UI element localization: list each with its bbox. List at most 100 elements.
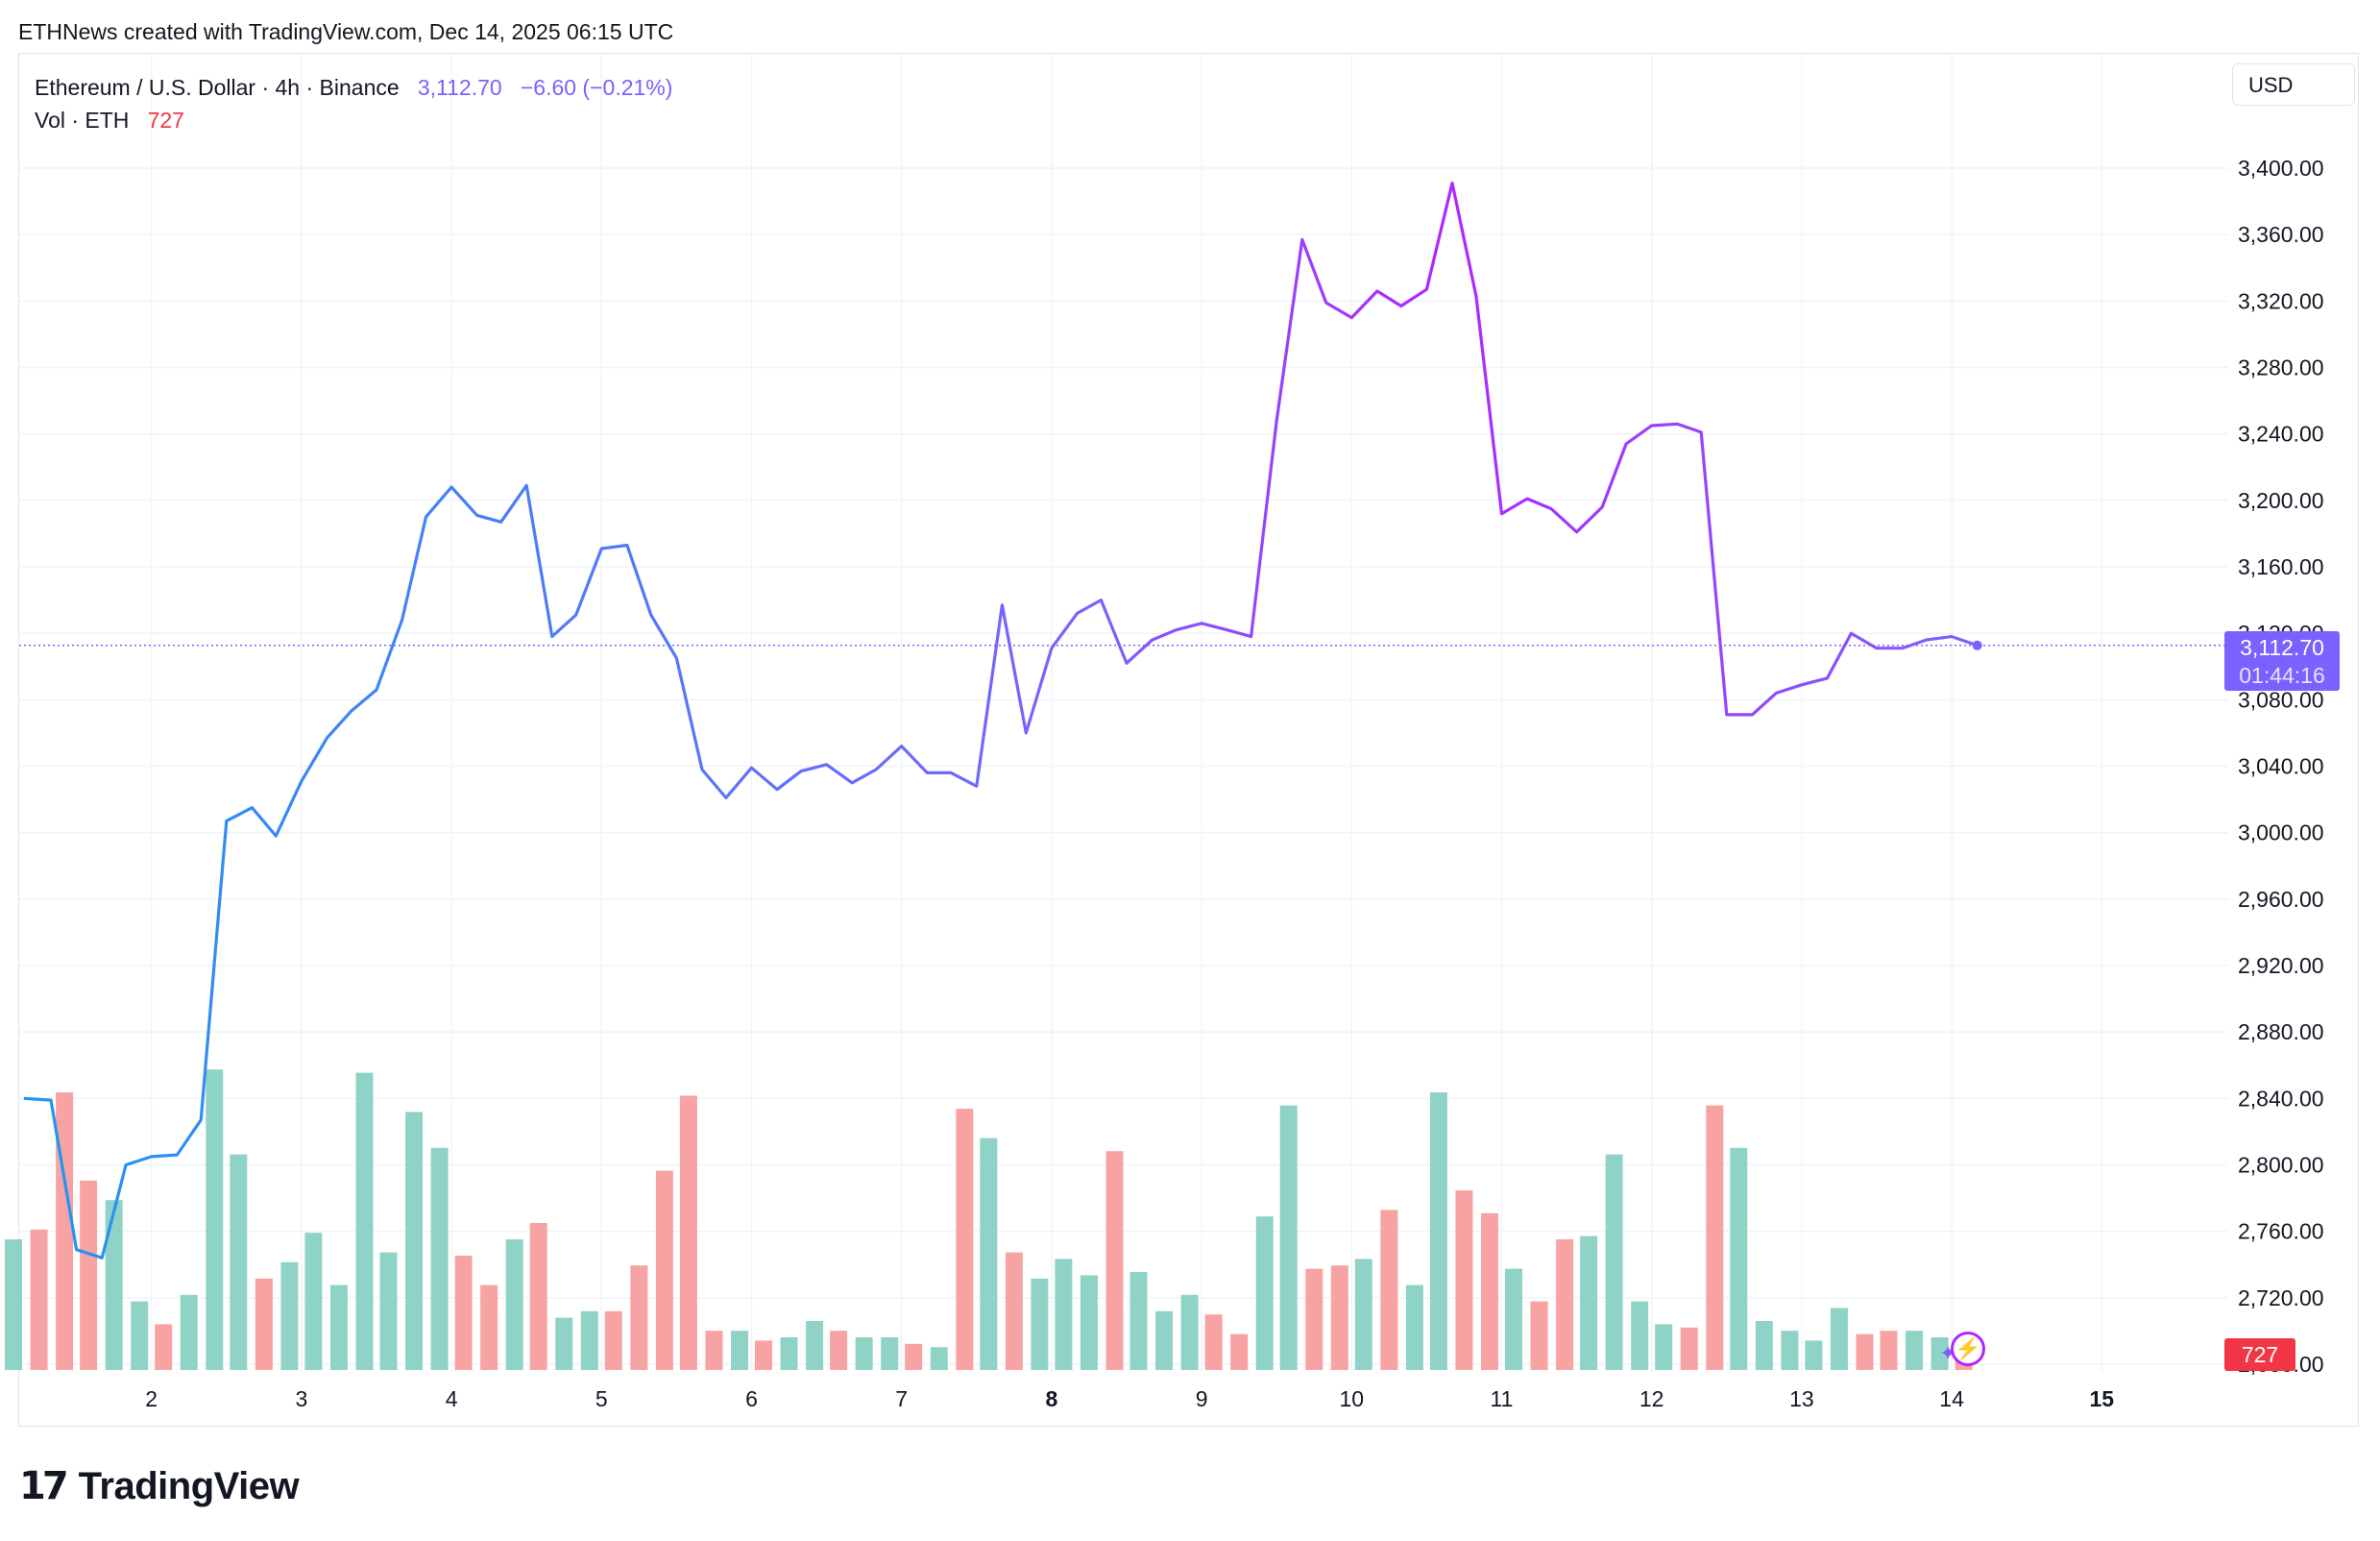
volume-bar bbox=[1631, 1301, 1649, 1370]
bar-countdown-text: 01:44:16 bbox=[2239, 663, 2325, 688]
volume-bar bbox=[379, 1252, 398, 1370]
volume-bar bbox=[505, 1239, 523, 1370]
volume-bar bbox=[1556, 1239, 1574, 1370]
x-tick-label: 10 bbox=[1340, 1386, 1365, 1411]
volume-bar bbox=[255, 1278, 273, 1370]
volume-bar bbox=[655, 1170, 673, 1370]
volume-bar bbox=[1180, 1294, 1199, 1370]
y-tick-label: 2,920.00 bbox=[2238, 953, 2324, 978]
tradingview-logo-mark: 17 bbox=[19, 1464, 69, 1508]
volume-title: Vol · ETH bbox=[35, 108, 130, 133]
legend-row-volume: Vol · ETH 727 bbox=[35, 104, 672, 136]
y-tick-label: 3,200.00 bbox=[2238, 488, 2324, 513]
volume-bar bbox=[1305, 1268, 1324, 1370]
volume-bar bbox=[1781, 1331, 1799, 1370]
current-volume-label: 727 bbox=[2224, 1338, 2295, 1371]
volume-bar bbox=[1730, 1147, 1748, 1370]
current-price-text: 3,112.70 bbox=[2240, 635, 2324, 660]
last-price-dot bbox=[1972, 640, 1982, 650]
volume-bar bbox=[1105, 1151, 1124, 1370]
volume-bar bbox=[1455, 1190, 1473, 1370]
x-tick-label: 7 bbox=[895, 1386, 908, 1411]
y-tick-label: 2,760.00 bbox=[2238, 1219, 2324, 1244]
volume-bar bbox=[1055, 1259, 1073, 1370]
volume-bar bbox=[1755, 1321, 1773, 1370]
volume-bar bbox=[1080, 1275, 1098, 1370]
y-tick-label: 2,840.00 bbox=[2238, 1086, 2324, 1111]
volume-bar bbox=[1605, 1154, 1623, 1370]
volume-bar bbox=[679, 1095, 697, 1370]
volume-bar bbox=[1830, 1308, 1848, 1370]
y-tick-label: 3,000.00 bbox=[2238, 820, 2324, 845]
currency-button[interactable]: USD bbox=[2232, 63, 2355, 106]
volume-bar bbox=[980, 1137, 998, 1370]
volume-bar bbox=[1429, 1092, 1447, 1370]
volume-bar bbox=[855, 1337, 873, 1370]
volume-bar bbox=[1155, 1310, 1174, 1370]
tradingview-logo[interactable]: 17 TradingView bbox=[19, 1464, 300, 1508]
chart-frame bbox=[18, 53, 2359, 1427]
volume-bar bbox=[604, 1310, 622, 1370]
volume-bar bbox=[1405, 1284, 1423, 1370]
volume-bar bbox=[1354, 1259, 1372, 1370]
y-tick-label: 3,320.00 bbox=[2238, 288, 2324, 313]
x-axis: 2 3 4 5 6 7 8 9 10 11 12 13 14 15 bbox=[145, 1386, 2114, 1411]
volume-bar bbox=[1330, 1265, 1348, 1370]
y-tick-label: 3,240.00 bbox=[2238, 422, 2324, 447]
volume-bar bbox=[1906, 1331, 1924, 1370]
volume-bar bbox=[1580, 1235, 1598, 1370]
x-tick-label: 5 bbox=[595, 1386, 608, 1411]
x-tick-label: 15 bbox=[2090, 1386, 2115, 1411]
volume-bar bbox=[206, 1069, 224, 1370]
volume-bar bbox=[180, 1294, 198, 1370]
x-tick-label: 13 bbox=[1789, 1386, 1814, 1411]
volume-bar bbox=[430, 1147, 449, 1370]
volume-bar bbox=[555, 1317, 573, 1370]
x-tick-label: 11 bbox=[1491, 1386, 1514, 1411]
volume-bar bbox=[1856, 1333, 1874, 1370]
volume-bar bbox=[1129, 1272, 1148, 1370]
y-tick-label: 2,800.00 bbox=[2238, 1153, 2324, 1178]
volume-bar bbox=[105, 1200, 123, 1370]
y-tick-label: 3,160.00 bbox=[2238, 554, 2324, 579]
volume-bar bbox=[1031, 1278, 1049, 1370]
y-tick-label: 2,960.00 bbox=[2238, 887, 2324, 912]
current-price-label: 3,112.70 01:44:16 bbox=[2224, 631, 2340, 691]
volume-value: 727 bbox=[147, 108, 184, 133]
volume-bar bbox=[1530, 1301, 1548, 1370]
volume-bar bbox=[731, 1331, 749, 1370]
x-tick-label: 2 bbox=[145, 1386, 158, 1411]
volume-bar bbox=[56, 1092, 74, 1370]
volume-bars bbox=[4, 1069, 1973, 1370]
volume-bar bbox=[1279, 1105, 1298, 1370]
volume-bar bbox=[131, 1301, 149, 1370]
x-tick-label: 4 bbox=[446, 1386, 458, 1411]
volume-bar bbox=[304, 1233, 323, 1370]
volume-bar bbox=[454, 1256, 473, 1370]
volume-bar bbox=[280, 1261, 299, 1370]
volume-bar bbox=[1655, 1324, 1673, 1370]
legend-row-price: Ethereum / U.S. Dollar · 4h · Binance 3,… bbox=[35, 71, 672, 104]
x-tick-label: 6 bbox=[745, 1386, 758, 1411]
y-axis: 3,400.00 3,360.00 3,320.00 3,280.00 3,240.00… bbox=[2238, 156, 2324, 1377]
volume-bar bbox=[355, 1072, 374, 1370]
tradingview-logo-text: TradingView bbox=[78, 1464, 300, 1507]
volume-bar bbox=[1805, 1340, 1823, 1370]
volume-bar bbox=[329, 1284, 348, 1370]
price-change-value: −6.60 (−0.21%) bbox=[520, 75, 673, 100]
x-tick-label: 9 bbox=[1196, 1386, 1208, 1411]
y-tick-label: 2,720.00 bbox=[2238, 1285, 2324, 1310]
y-tick-label: 2,880.00 bbox=[2238, 1019, 2324, 1044]
volume-bar bbox=[4, 1239, 22, 1370]
price-line-series bbox=[23, 182, 1979, 1260]
volume-bar bbox=[1481, 1212, 1499, 1370]
volume-bar bbox=[1680, 1327, 1698, 1370]
volume-bar bbox=[1204, 1314, 1223, 1370]
volume-bar bbox=[830, 1331, 848, 1370]
x-tick-label: 14 bbox=[1939, 1386, 1964, 1411]
flash-icon[interactable]: ⚡ bbox=[1951, 1332, 1985, 1366]
grid-lines bbox=[19, 55, 2228, 1372]
volume-bar bbox=[580, 1310, 598, 1370]
y-tick-label: 3,080.00 bbox=[2238, 687, 2324, 712]
